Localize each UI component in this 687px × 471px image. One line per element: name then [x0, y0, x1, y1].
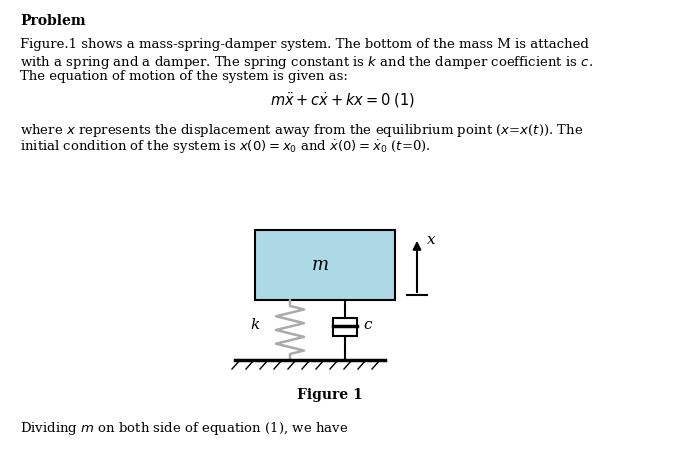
Text: k: k — [251, 318, 260, 332]
Text: where $x$ represents the displacement away from the equilibrium point ($x$=$x$($: where $x$ represents the displacement aw… — [20, 122, 583, 139]
Text: m: m — [311, 256, 328, 274]
Text: c: c — [363, 318, 372, 332]
Text: with a spring and a damper. The spring constant is $k$ and the damper coefficien: with a spring and a damper. The spring c… — [20, 54, 593, 71]
Text: initial condition of the system is $x(0) = x_0$ and $\dot{x}(0) = \dot{x}_0$ ($t: initial condition of the system is $x(0)… — [20, 138, 431, 155]
Text: Dividing $m$ on both side of equation (1), we have: Dividing $m$ on both side of equation (1… — [20, 420, 348, 437]
Text: The equation of motion of the system is given as:: The equation of motion of the system is … — [20, 70, 348, 83]
Bar — [333, 318, 357, 336]
Text: $m\ddot{x} + c\dot{x} + kx = 0\;(1)$: $m\ddot{x} + c\dot{x} + kx = 0\;(1)$ — [271, 90, 416, 110]
Text: Figure.1 shows a mass-spring-damper system. The bottom of the mass M is attached: Figure.1 shows a mass-spring-damper syst… — [20, 38, 589, 51]
Text: Figure 1: Figure 1 — [297, 388, 363, 402]
Text: Problem: Problem — [20, 14, 86, 28]
Bar — [255, 230, 395, 300]
Text: x: x — [427, 233, 436, 247]
